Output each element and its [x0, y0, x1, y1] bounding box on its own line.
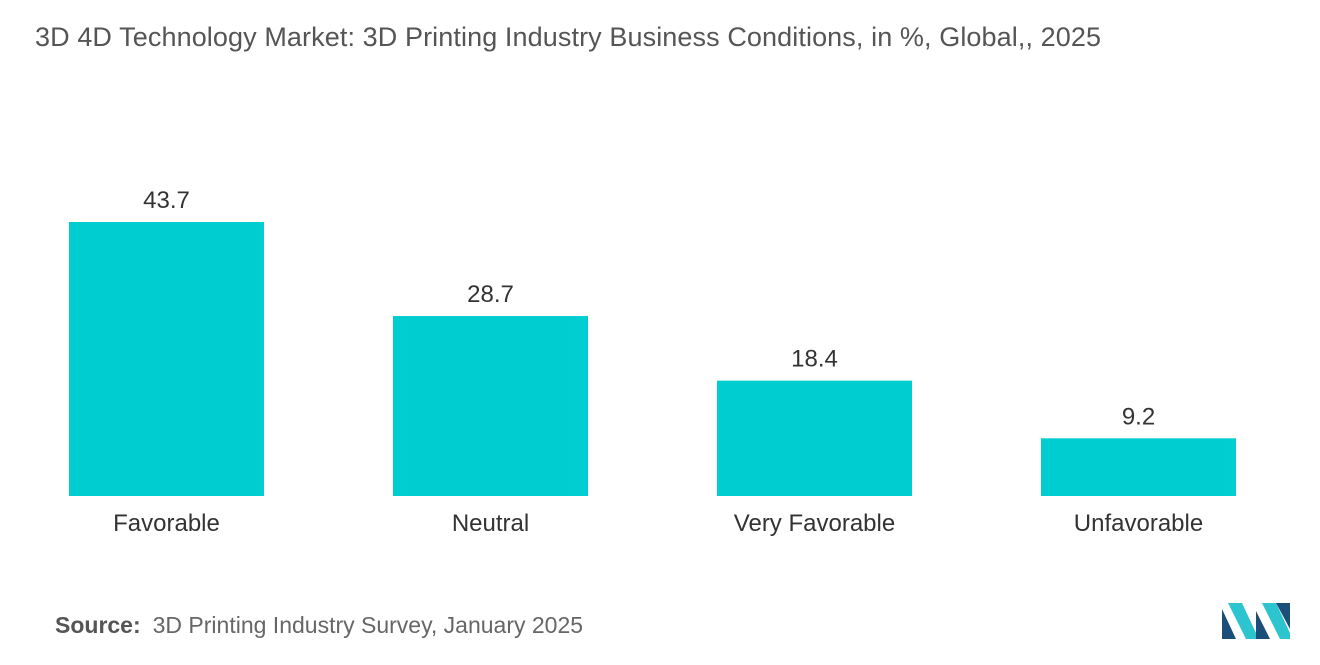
category-label-favorable: Favorable — [113, 510, 220, 537]
bar-unfavorable — [1041, 438, 1236, 496]
bar-chart: 43.7 Favorable 28.7 Neutral 18.4 Very Favorab… — [69, 187, 1236, 537]
bar-very-favorable — [717, 380, 912, 496]
mordor-intelligence-logo-icon — [1222, 603, 1290, 639]
data-label-favorable: 43.7 — [143, 187, 190, 214]
bar-neutral — [393, 316, 588, 496]
source-label: Source: — [55, 612, 141, 638]
bar-favorable — [69, 222, 264, 496]
source-text: 3D Printing Industry Survey, January 202… — [152, 612, 584, 638]
chart-title: 3D 4D Technology Market: 3D Printing Ind… — [35, 22, 1102, 52]
category-label-unfavorable: Unfavorable — [1074, 510, 1203, 537]
source-note: Source: 3D Printing Industry Survey, Janu… — [55, 612, 583, 639]
data-label-unfavorable: 9.2 — [1122, 403, 1155, 430]
data-label-neutral: 28.7 — [467, 281, 514, 308]
data-label-very-favorable: 18.4 — [791, 346, 838, 373]
category-label-very-favorable: Very Favorable — [734, 510, 895, 537]
category-label-neutral: Neutral — [452, 510, 529, 537]
